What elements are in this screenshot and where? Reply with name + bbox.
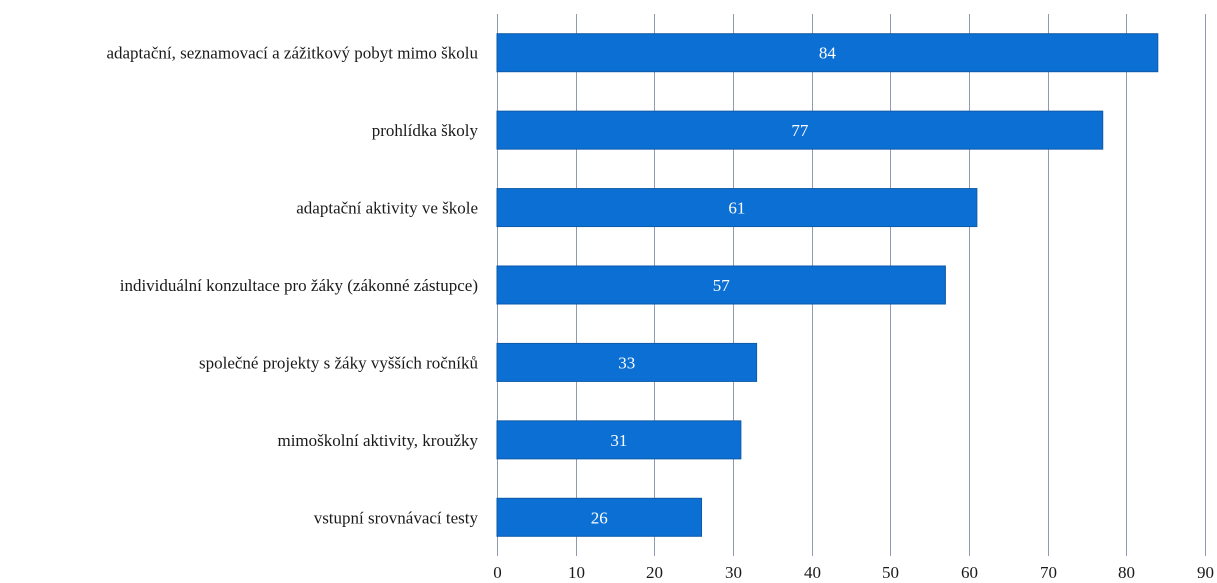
bar-layer [496, 33, 1159, 537]
label-layer: 0 10 20 30 40 50 60 70 80 90 adaptační, seznamovac… [106, 44, 1214, 582]
x-tick-label: 20 [646, 563, 663, 582]
bar [496, 497, 703, 537]
data-label: 61 [728, 199, 745, 218]
data-label: 77 [791, 121, 809, 140]
x-tick-label: 70 [1040, 563, 1057, 582]
data-label: 84 [819, 44, 837, 63]
x-tick-label: 40 [804, 563, 821, 582]
x-tick-label: 10 [568, 563, 585, 582]
x-tick-label: 30 [725, 563, 742, 582]
bar [496, 265, 946, 305]
x-tick-label: 50 [882, 563, 899, 582]
category-label: prohlídka školy [372, 121, 479, 140]
category-label: mimoškolní aktivity, kroužky [277, 431, 478, 450]
category-label: společné projekty s žáky vyšších ročníků [199, 353, 479, 372]
category-label: adaptační aktivity ve škole [296, 199, 478, 218]
category-label: individuální konzultace pro žáky (zákonn… [120, 276, 478, 295]
x-tick-label: 0 [493, 563, 502, 582]
category-label: adaptační, seznamovací a zážitkový pobyt… [106, 44, 478, 63]
x-tick-label: 60 [961, 563, 978, 582]
bar [496, 188, 978, 228]
bar [496, 33, 1159, 73]
data-label: 33 [618, 353, 635, 372]
category-label: vstupní srovnávací testy [314, 508, 479, 527]
bar [496, 110, 1104, 150]
x-tick-label: 90 [1197, 563, 1214, 582]
data-label: 31 [610, 431, 627, 450]
bar [496, 342, 758, 382]
data-label: 57 [713, 276, 731, 295]
x-tick-label: 80 [1118, 563, 1135, 582]
data-label: 26 [591, 508, 608, 527]
bar [496, 420, 742, 460]
